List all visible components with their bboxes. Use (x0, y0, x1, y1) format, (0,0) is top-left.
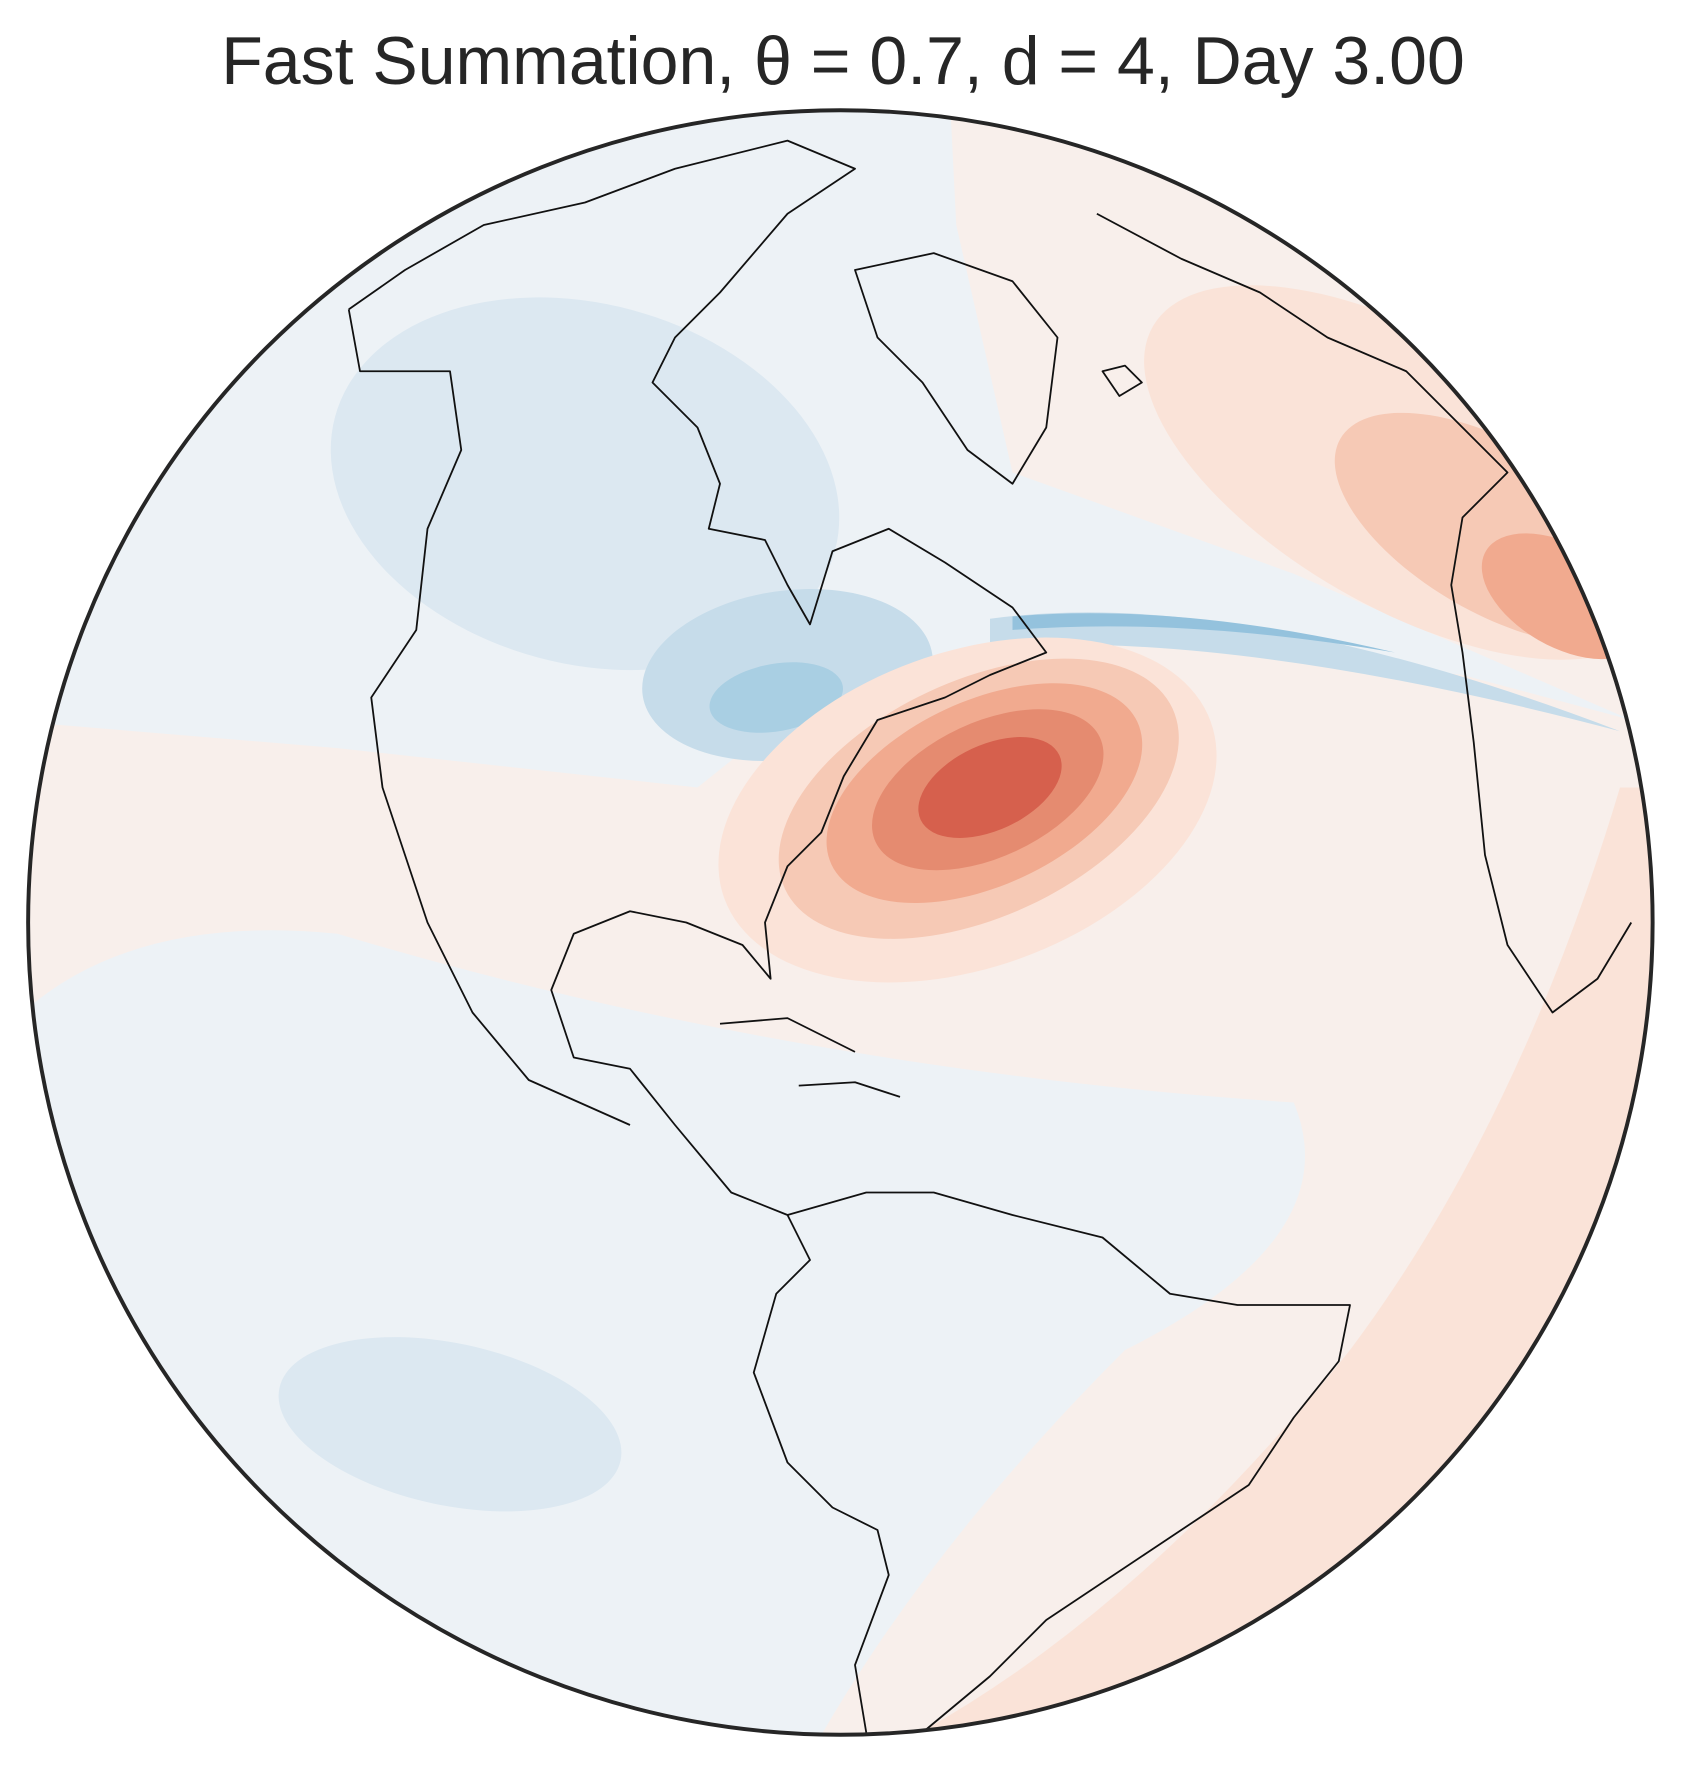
coastlines (347, 139, 1633, 1734)
map-title: Fast Summation, θ = 0.7, d = 4, Day 3.00 (221, 23, 1465, 99)
globe-outline (26, 108, 1655, 1737)
